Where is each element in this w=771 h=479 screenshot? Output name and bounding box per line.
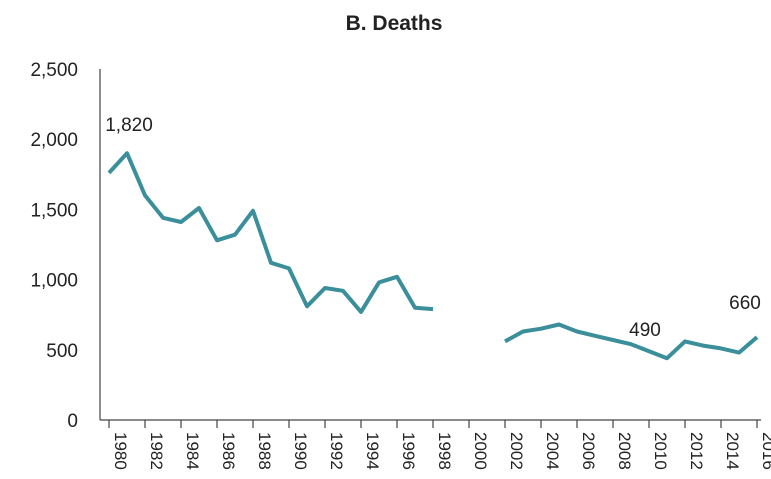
series-line-segment	[107, 151, 434, 314]
x-tick-label: 1994	[363, 432, 382, 470]
y-tick-label: 500	[46, 341, 78, 362]
series-lines	[107, 151, 759, 361]
x-tick-label: 2002	[507, 432, 526, 470]
y-tick-label: 2,500	[30, 60, 78, 81]
x-tick-label: 2010	[651, 432, 670, 470]
chart-title: B. Deaths	[346, 12, 443, 35]
x-tick-label: 1990	[291, 432, 310, 470]
x-tick-label: 1980	[111, 432, 130, 470]
y-tick-label: 1,000	[30, 271, 78, 292]
series-line-segment	[504, 322, 759, 361]
x-tick-label: 2006	[579, 432, 598, 470]
x-tick-label: 1982	[147, 432, 166, 470]
x-axis-ticks: 1980 1982 1984 1986 1988 1990 1992 1994 1996 1998…	[108, 420, 771, 470]
y-tick-label: 0	[67, 411, 78, 432]
data-label: 490	[629, 320, 661, 341]
x-tick-label: 1986	[219, 432, 238, 470]
x-tick-label: 2012	[687, 432, 706, 470]
data-label: 1,820	[105, 115, 153, 136]
y-tick-label: 2,000	[30, 130, 78, 151]
x-tick-label: 1988	[255, 432, 274, 470]
x-tick-label: 1984	[183, 432, 202, 470]
x-tick-label: 2008	[615, 432, 634, 470]
x-tick-label: 2004	[543, 432, 562, 470]
x-tick-label: 2016	[759, 432, 771, 470]
x-tick-label: 1992	[327, 432, 346, 470]
y-axis-tick-labels: 0 500 1,000 1,500 2,000 2,500	[30, 60, 78, 432]
x-tick-label: 2000	[471, 432, 490, 470]
data-label: 660	[729, 293, 761, 314]
y-tick-label: 1,500	[30, 200, 78, 221]
x-tick-label: 1998	[435, 432, 454, 470]
x-tick-label: 1996	[399, 432, 418, 470]
data-labels: 1,820 490 660	[105, 115, 761, 341]
x-tick-label: 2014	[723, 432, 742, 470]
